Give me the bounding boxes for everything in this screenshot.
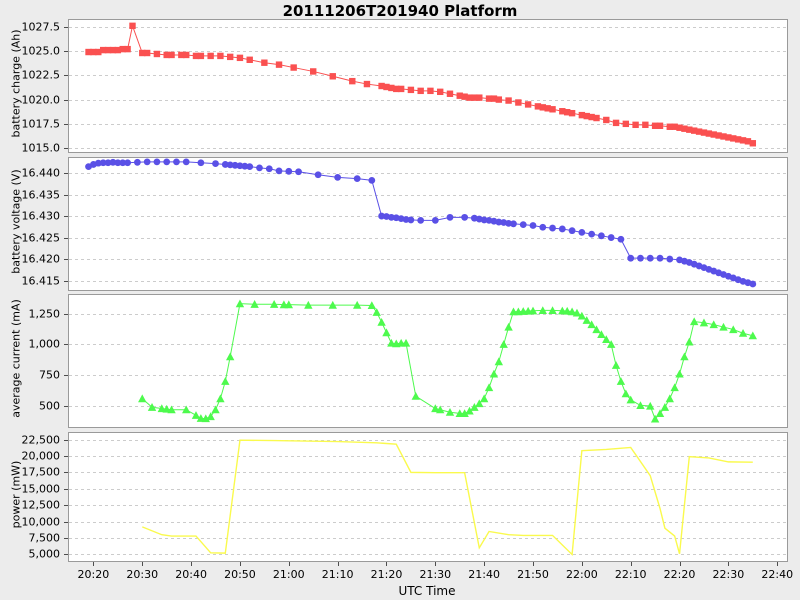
- y-tick-mark: [64, 406, 68, 407]
- x-tick-mark: [533, 562, 534, 566]
- y-tick-mark: [64, 173, 68, 174]
- y-tick-label: 16.420: [21, 252, 61, 266]
- y-tick-mark: [64, 281, 68, 282]
- x-tick-mark: [582, 562, 583, 566]
- plot-panel-battery-charge: [68, 19, 788, 153]
- x-tick-mark: [484, 562, 485, 566]
- y-tick-label: 15,000: [21, 482, 61, 496]
- y-tick-label: 500: [39, 399, 60, 413]
- y-tick-mark: [64, 27, 68, 28]
- x-tick-label: 21:30: [419, 568, 452, 581]
- y-tick-label: 1017.5: [21, 117, 61, 131]
- y-tick-mark: [64, 440, 68, 441]
- y-tick-mark: [64, 124, 68, 125]
- y-tick-mark: [64, 314, 68, 315]
- y-tick-label: 5,000: [28, 547, 61, 561]
- y-tick-mark: [64, 538, 68, 539]
- x-tick-label: 22:30: [712, 568, 745, 581]
- x-tick-label: 21:40: [468, 568, 501, 581]
- y-tick-label: 1015.0: [21, 141, 61, 155]
- y-tick-mark: [64, 344, 68, 345]
- x-tick-mark: [93, 562, 94, 566]
- y-tick-mark: [64, 375, 68, 376]
- plot-panel-average-current: [68, 294, 788, 428]
- y-tick-mark: [64, 75, 68, 76]
- x-tick-mark: [289, 562, 290, 566]
- x-tick-label: 21:20: [370, 568, 403, 581]
- y-tick-label: 1022.5: [21, 68, 61, 82]
- y-tick-mark: [64, 148, 68, 149]
- y-tick-mark: [64, 472, 68, 473]
- y-tick-label: 16.425: [21, 231, 61, 245]
- x-tick-label: 20:50: [224, 568, 256, 581]
- y-tick-label: 16.440: [21, 166, 61, 180]
- y-tick-mark: [64, 195, 68, 196]
- y-tick-label: 1,000: [28, 337, 61, 351]
- y-tick-label: 1,250: [28, 307, 61, 320]
- y-tick-label: 7,500: [28, 531, 61, 545]
- y-tick-label: 10,000: [21, 515, 61, 529]
- x-tick-label: 22:20: [663, 568, 696, 581]
- y-tick-mark: [64, 238, 68, 239]
- x-tick-label: 21:00: [272, 568, 305, 581]
- y-tick-mark: [64, 456, 68, 457]
- y-tick-label: 12,500: [21, 498, 61, 512]
- y-tick-label: 17,500: [21, 465, 61, 479]
- y-tick-mark: [64, 216, 68, 217]
- x-tick-mark: [777, 562, 778, 566]
- x-tick-label: 22:00: [565, 568, 598, 581]
- x-axis-label: UTC Time: [398, 584, 456, 598]
- y-tick-mark: [64, 51, 68, 52]
- y-tick-mark: [64, 100, 68, 101]
- x-tick-mark: [435, 562, 436, 566]
- y-tick-label: 16.435: [21, 188, 61, 202]
- x-tick-mark: [240, 562, 241, 566]
- y-tick-mark: [64, 522, 68, 523]
- x-tick-label: 20:30: [126, 568, 159, 581]
- x-tick-label: 22:10: [614, 568, 647, 581]
- y-tick-label: 16.430: [21, 209, 61, 223]
- x-tick-label: 20:40: [175, 568, 207, 581]
- x-tick-mark: [386, 562, 387, 566]
- page-title: 20111206T201940 Platform: [282, 2, 518, 20]
- x-tick-mark: [728, 562, 729, 566]
- y-tick-label: 20,000: [21, 449, 61, 463]
- y-tick-label: 1025.0: [21, 44, 61, 58]
- y-tick-label: 16.415: [21, 274, 61, 288]
- x-tick-mark: [142, 562, 143, 566]
- x-tick-mark: [631, 562, 632, 566]
- y-tick-mark: [64, 505, 68, 506]
- x-tick-label: 22:40: [761, 568, 794, 581]
- x-tick-label: 21:50: [517, 568, 549, 581]
- y-tick-mark: [64, 554, 68, 555]
- y-tick-label: 22,500: [21, 433, 61, 447]
- y-tick-label: 750: [39, 368, 60, 382]
- x-tick-label: 21:10: [321, 568, 354, 581]
- plot-panel-power: [68, 432, 788, 562]
- y-tick-label: 1020.0: [21, 93, 61, 107]
- plot-panel-battery-voltage: [68, 157, 788, 291]
- x-tick-mark: [680, 562, 681, 566]
- y-tick-mark: [64, 259, 68, 260]
- x-tick-mark: [338, 562, 339, 566]
- y-tick-label: 1027.5: [21, 20, 61, 34]
- x-tick-label: 20:20: [77, 568, 110, 581]
- y-tick-mark: [64, 489, 68, 490]
- x-tick-mark: [191, 562, 192, 566]
